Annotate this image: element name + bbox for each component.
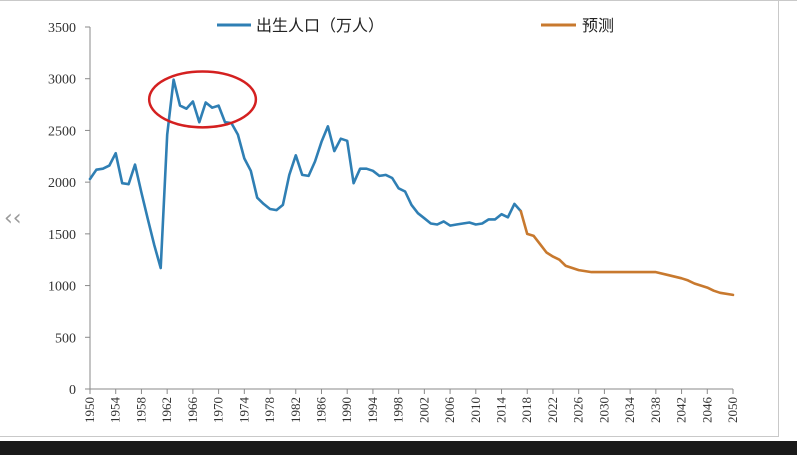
- x-tick-label: 1954: [108, 397, 123, 424]
- x-tick-label: 1950: [82, 397, 97, 423]
- x-tick-label: 2026: [571, 397, 586, 424]
- series-line-forecast: [519, 209, 735, 297]
- y-tick-label: 2000: [48, 176, 76, 191]
- x-tick-label: 2034: [622, 397, 637, 424]
- y-tick-label: 1500: [48, 228, 76, 243]
- x-tick-label: 1962: [159, 397, 174, 423]
- x-tick-label: 2046: [699, 397, 714, 424]
- x-tick-label: 1974: [236, 397, 251, 424]
- annotation-layer: [147, 70, 258, 129]
- y-tick-label: 3000: [48, 73, 76, 88]
- series-layer: [88, 78, 735, 297]
- y-tick-label: 0: [69, 383, 76, 398]
- highlight-ellipse: [147, 70, 258, 129]
- x-tick-label: 1958: [133, 397, 148, 423]
- x-tick-label: 2018: [519, 397, 534, 423]
- y-tick-label: 1000: [48, 280, 76, 295]
- series-line-births: [88, 78, 523, 270]
- legend: 出生人口（万人） 预测: [217, 16, 614, 35]
- x-tick-label: 2030: [596, 397, 611, 423]
- legend-label-births: 出生人口（万人）: [256, 16, 384, 35]
- x-tick-label: 2010: [468, 397, 483, 423]
- x-tick-label: 2022: [545, 397, 560, 423]
- x-tick-label: 1982: [288, 397, 303, 423]
- x-tick-label: 2042: [674, 397, 689, 423]
- x-tick-label: 1998: [391, 397, 406, 423]
- x-tick-label: 2014: [494, 397, 509, 424]
- y-tick-label: 500: [55, 331, 76, 346]
- bottom-bar: [0, 441, 797, 455]
- x-tick-label: 1990: [339, 397, 354, 423]
- x-tick-label: 2050: [725, 397, 740, 423]
- frame-border-right: [778, 0, 779, 436]
- chevron-left-icon[interactable]: ‹‹: [4, 206, 22, 231]
- x-tick-label: 1970: [211, 397, 226, 423]
- frame-border-bottom: [0, 436, 779, 437]
- axes: 0 500 1000 1500 2000 2500 3000 3500 1950 1954 1958…: [48, 21, 740, 423]
- x-tick-label: 1986: [313, 397, 328, 424]
- y-tick-label: 2500: [48, 124, 76, 139]
- x-tick-label: 1978: [262, 397, 277, 423]
- x-tick-label: 2038: [648, 397, 663, 423]
- legend-label-forecast: 预测: [582, 16, 614, 35]
- x-tick-label: 1994: [365, 397, 380, 424]
- x-tick-label: 2002: [416, 397, 431, 423]
- x-tick-label: 2006: [442, 397, 457, 424]
- frame-border-top: [0, 0, 797, 1]
- y-tick-label: 3500: [48, 21, 76, 36]
- x-tick-label: 1966: [185, 397, 200, 424]
